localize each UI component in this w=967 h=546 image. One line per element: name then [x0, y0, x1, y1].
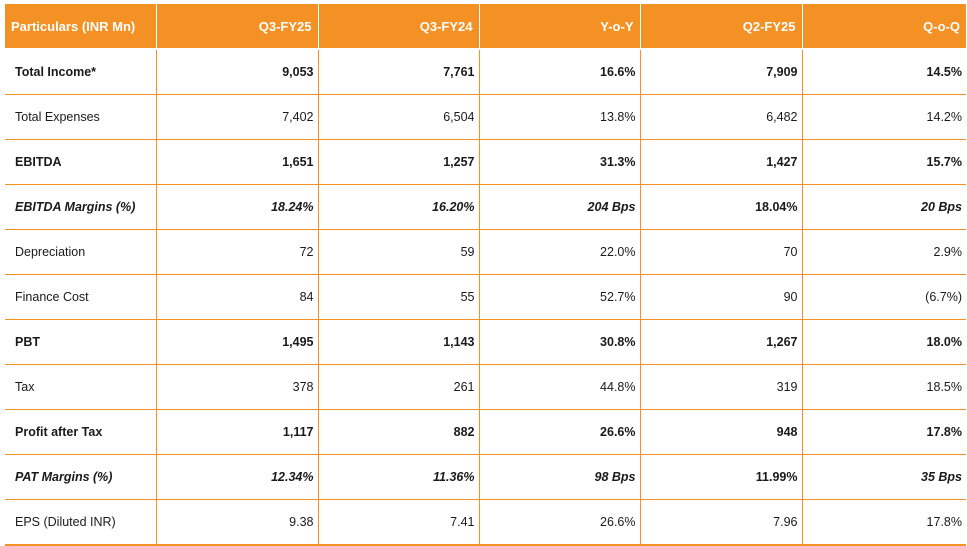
cell-q3-fy24: 59 — [318, 229, 480, 275]
header-yoy: Y-o-Y — [479, 4, 641, 50]
header-q3-fy24: Q3-FY24 — [318, 4, 480, 50]
cell-q3-fy24: 16.20% — [318, 184, 480, 230]
cell-q2-fy25: 319 — [640, 364, 803, 410]
cell-q3-fy25: 9.38 — [156, 499, 319, 546]
cell-yoy: 26.6% — [479, 499, 641, 546]
cell-q2-fy25: 11.99% — [640, 454, 803, 500]
row-label: Total Expenses — [5, 94, 157, 140]
row-label: Profit after Tax — [5, 409, 157, 455]
cell-qoq: 15.7% — [802, 139, 966, 185]
table-row: PBT 1,495 1,143 30.8% 1,267 18.0% — [5, 319, 966, 365]
cell-yoy: 13.8% — [479, 94, 641, 140]
row-label: EBITDA — [5, 139, 157, 185]
cell-q2-fy25: 7,909 — [640, 49, 803, 95]
row-label: Total Income* — [5, 49, 157, 95]
table-row: Finance Cost 84 55 52.7% 90 (6.7%) — [5, 274, 966, 320]
financial-results-table: Particulars (INR Mn) Q3-FY25 Q3-FY24 Y-o… — [5, 4, 966, 546]
cell-q3-fy24: 7.41 — [318, 499, 480, 546]
cell-q3-fy25: 84 — [156, 274, 319, 320]
table-row: Total Expenses 7,402 6,504 13.8% 6,482 14.2% — [5, 94, 966, 140]
cell-q2-fy25: 1,267 — [640, 319, 803, 365]
cell-qoq: 14.2% — [802, 94, 966, 140]
cell-q3-fy24: 882 — [318, 409, 480, 455]
cell-qoq: 17.8% — [802, 409, 966, 455]
table-row: Total Income* 9,053 7,761 16.6% 7,909 14.5% — [5, 49, 966, 95]
cell-q3-fy25: 72 — [156, 229, 319, 275]
cell-q3-fy24: 1,143 — [318, 319, 480, 365]
cell-q3-fy24: 1,257 — [318, 139, 480, 185]
cell-qoq: 17.8% — [802, 499, 966, 546]
table-row: Depreciation 72 59 22.0% 70 2.9% — [5, 229, 966, 275]
cell-q3-fy24: 55 — [318, 274, 480, 320]
table-row: EBITDA Margins (%) 18.24% 16.20% 204 Bps 18.… — [5, 184, 966, 230]
cell-q2-fy25: 18.04% — [640, 184, 803, 230]
cell-q3-fy24: 261 — [318, 364, 480, 410]
row-label: EPS (Diluted INR) — [5, 499, 157, 546]
cell-q2-fy25: 1,427 — [640, 139, 803, 185]
cell-yoy: 44.8% — [479, 364, 641, 410]
cell-q3-fy25: 1,495 — [156, 319, 319, 365]
cell-qoq: 18.5% — [802, 364, 966, 410]
cell-q3-fy25: 1,117 — [156, 409, 319, 455]
table-row: PAT Margins (%) 12.34% 11.36% 98 Bps 11.99% 3… — [5, 454, 966, 500]
cell-yoy: 52.7% — [479, 274, 641, 320]
cell-q3-fy24: 11.36% — [318, 454, 480, 500]
cell-qoq: 18.0% — [802, 319, 966, 365]
cell-q2-fy25: 948 — [640, 409, 803, 455]
cell-q3-fy25: 1,651 — [156, 139, 319, 185]
cell-yoy: 31.3% — [479, 139, 641, 185]
cell-qoq: 35 Bps — [802, 454, 966, 500]
header-particulars: Particulars (INR Mn) — [5, 4, 157, 50]
table-row: EBITDA 1,651 1,257 31.3% 1,427 15.7% — [5, 139, 966, 185]
header-row: Particulars (INR Mn) Q3-FY25 Q3-FY24 Y-o… — [5, 4, 966, 50]
cell-q3-fy24: 6,504 — [318, 94, 480, 140]
row-label: Depreciation — [5, 229, 157, 275]
cell-q3-fy24: 7,761 — [318, 49, 480, 95]
table-header: Particulars (INR Mn) Q3-FY25 Q3-FY24 Y-o… — [5, 4, 966, 50]
row-label: Finance Cost — [5, 274, 157, 320]
cell-q3-fy25: 378 — [156, 364, 319, 410]
cell-q2-fy25: 90 — [640, 274, 803, 320]
table-row: EPS (Diluted INR) 9.38 7.41 26.6% 7.96 17.8% — [5, 499, 966, 546]
cell-qoq: 2.9% — [802, 229, 966, 275]
row-label: EBITDA Margins (%) — [5, 184, 157, 230]
cell-yoy: 30.8% — [479, 319, 641, 365]
cell-qoq: 20 Bps — [802, 184, 966, 230]
row-label: PAT Margins (%) — [5, 454, 157, 500]
header-q3-fy25: Q3-FY25 — [156, 4, 319, 50]
cell-yoy: 16.6% — [479, 49, 641, 95]
cell-q2-fy25: 7.96 — [640, 499, 803, 546]
row-label: Tax — [5, 364, 157, 410]
cell-yoy: 204 Bps — [479, 184, 641, 230]
row-label: PBT — [5, 319, 157, 365]
header-q2-fy25: Q2-FY25 — [640, 4, 803, 50]
cell-yoy: 22.0% — [479, 229, 641, 275]
cell-q3-fy25: 18.24% — [156, 184, 319, 230]
header-qoq: Q-o-Q — [802, 4, 966, 50]
cell-q2-fy25: 6,482 — [640, 94, 803, 140]
cell-q2-fy25: 70 — [640, 229, 803, 275]
cell-q3-fy25: 12.34% — [156, 454, 319, 500]
cell-yoy: 26.6% — [479, 409, 641, 455]
table-body: Total Income* 9,053 7,761 16.6% 7,909 14.5% T… — [5, 49, 966, 546]
cell-yoy: 98 Bps — [479, 454, 641, 500]
cell-q3-fy25: 9,053 — [156, 49, 319, 95]
table-row: Profit after Tax 1,117 882 26.6% 948 17.8% — [5, 409, 966, 455]
cell-q3-fy25: 7,402 — [156, 94, 319, 140]
table-row: Tax 378 261 44.8% 319 18.5% — [5, 364, 966, 410]
cell-qoq: (6.7%) — [802, 274, 966, 320]
cell-qoq: 14.5% — [802, 49, 966, 95]
